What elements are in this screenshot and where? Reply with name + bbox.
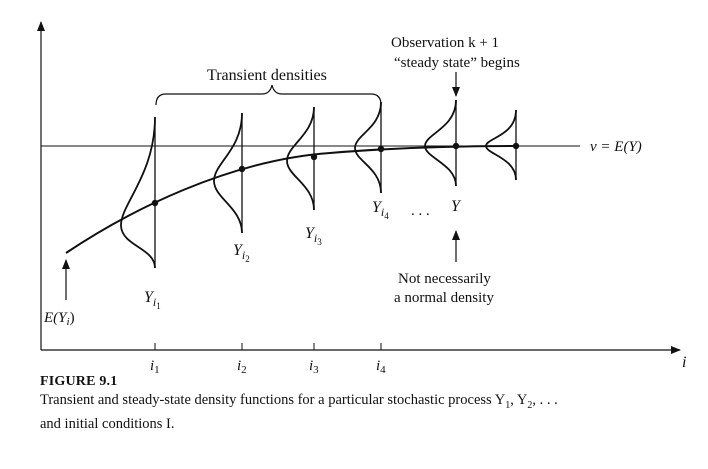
density-curve-4 bbox=[354, 101, 382, 194]
density-label-4: Yi4 bbox=[372, 199, 389, 221]
x-tick-label-2: i2 bbox=[237, 358, 247, 376]
steady-state-mean-label: ν = E(Y) bbox=[590, 139, 642, 155]
density-label-2: Yi2 bbox=[233, 242, 250, 264]
figure-label: FIGURE 9.1 bbox=[40, 374, 118, 389]
caption-line-2: and initial conditions I. bbox=[40, 415, 175, 432]
density-label-3: Yi3 bbox=[305, 225, 322, 247]
not-normal-label-line2: a normal density bbox=[394, 290, 494, 306]
mean-point-3 bbox=[310, 153, 318, 161]
x-tick-label-3: i3 bbox=[309, 358, 319, 376]
observation-label-line2: “steady state” begins bbox=[394, 55, 520, 71]
mean-point-1 bbox=[151, 199, 159, 207]
figure-caption: FIGURE 9.1 Transient and steady-state de… bbox=[40, 373, 700, 433]
transient-brace bbox=[155, 84, 382, 106]
observation-label-line1: Observation k + 1 bbox=[391, 35, 499, 51]
mean-point-2 bbox=[238, 165, 246, 173]
ellipsis: . . . bbox=[411, 203, 430, 219]
density-label-1: Yi1 bbox=[144, 289, 161, 311]
mean-point-4 bbox=[377, 145, 385, 153]
density-curve-5 bbox=[424, 99, 457, 187]
transient-label: Transient densities bbox=[207, 67, 327, 84]
caption-line-1: Transient and steady-state density funct… bbox=[40, 392, 558, 411]
x-tick-label-1: i1 bbox=[150, 358, 160, 376]
not-normal-label-line1: Not necessarily bbox=[398, 271, 491, 287]
mean-point-6 bbox=[512, 142, 520, 150]
x-tick-label-4: i4 bbox=[376, 358, 386, 376]
density-curve-6 bbox=[485, 109, 517, 181]
initial-mean-label: E(Yi) bbox=[43, 310, 75, 328]
steady-state-variable: Y bbox=[451, 198, 462, 215]
density-curve-1 bbox=[120, 116, 156, 269]
density-curve-3 bbox=[286, 106, 315, 211]
mean-point-5 bbox=[452, 142, 460, 150]
x-axis-label: i bbox=[682, 354, 686, 371]
density-curve-2 bbox=[213, 112, 243, 234]
mean-curve bbox=[65, 145, 518, 254]
